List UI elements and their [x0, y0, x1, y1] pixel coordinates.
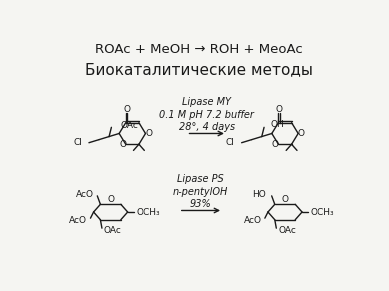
Text: O: O — [298, 129, 305, 138]
Text: Cl: Cl — [73, 138, 82, 147]
Text: O: O — [145, 129, 152, 138]
Text: OH: OH — [270, 120, 284, 129]
Text: Cl: Cl — [226, 138, 235, 147]
Text: O: O — [119, 140, 126, 149]
Text: AcO: AcO — [76, 190, 94, 199]
Text: ROAc + MeOH → ROH + MeoAc: ROAc + MeOH → ROH + MeoAc — [95, 42, 303, 56]
Text: OCH₃: OCH₃ — [136, 207, 159, 217]
Text: O: O — [123, 105, 130, 114]
Text: OAc: OAc — [121, 120, 138, 129]
Text: Lipase PS
n-pentylOH
93%: Lipase PS n-pentylOH 93% — [173, 174, 228, 209]
Text: O: O — [272, 140, 279, 149]
Text: O: O — [282, 195, 289, 204]
Text: AcO: AcO — [69, 216, 87, 225]
Text: OCH₃: OCH₃ — [310, 207, 334, 217]
Text: OAc: OAc — [104, 226, 122, 235]
Text: Биокаталитические методы: Биокаталитические методы — [85, 63, 313, 78]
Text: Lipase MY
0.1 M pH 7.2 buffer
28°, 4 days: Lipase MY 0.1 M pH 7.2 buffer 28°, 4 day… — [159, 97, 254, 132]
Text: O: O — [276, 105, 283, 114]
Text: O: O — [107, 195, 114, 204]
Text: OAc: OAc — [278, 226, 296, 235]
Text: AcO: AcO — [244, 216, 261, 225]
Text: HO: HO — [252, 190, 266, 199]
